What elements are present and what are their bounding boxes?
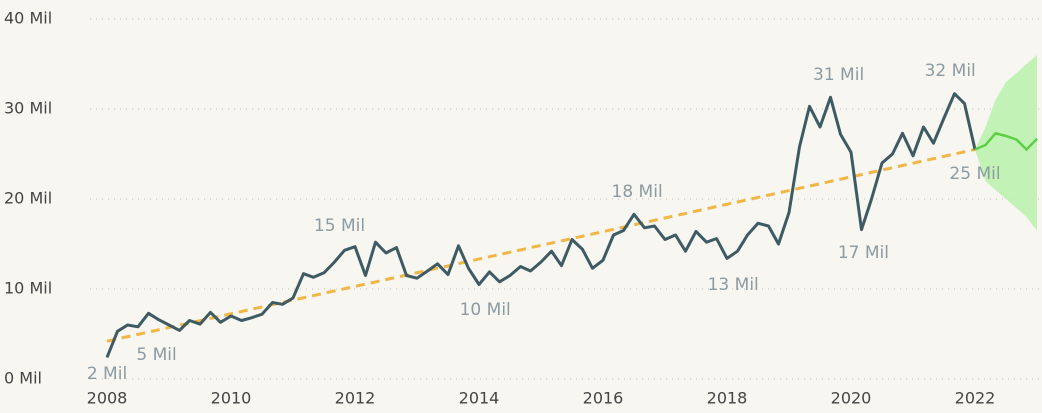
forecast-band: [975, 55, 1037, 231]
trend-line: [106, 148, 976, 343]
y-tick-label: 20 Mil: [4, 189, 52, 208]
y-tick-label: 30 Mil: [4, 99, 52, 118]
forecast-line: [974, 131, 1038, 152]
annotation: 32 Mil: [925, 61, 976, 81]
y-tick-label: 10 Mil: [4, 279, 52, 298]
annotation: 17 Mil: [838, 243, 889, 263]
x-tick-label: 2020: [831, 389, 872, 408]
data-line: [105, 92, 977, 358]
x-tick-label: 2014: [459, 389, 500, 408]
annotation: 5 Mil: [136, 345, 176, 365]
y-tick-label: 40 Mil: [4, 9, 52, 28]
annotation: 15 Mil: [314, 216, 365, 236]
annotation: 31 Mil: [813, 65, 864, 85]
x-tick-label: 2018: [707, 389, 748, 408]
annotation: 2 Mil: [87, 364, 127, 384]
annotation: 13 Mil: [708, 275, 759, 295]
x-tick-label: 2010: [211, 389, 252, 408]
x-tick-label: 2008: [87, 389, 128, 408]
x-tick-label: 2022: [955, 389, 996, 408]
annotation: 25 Mil: [949, 164, 1000, 184]
annotation: 18 Mil: [612, 182, 663, 202]
x-tick-label: 2012: [335, 389, 376, 408]
annotation: 10 Mil: [460, 300, 511, 320]
x-tick-label: 2016: [583, 389, 624, 408]
y-tick-label: 0 Mil: [4, 369, 42, 388]
